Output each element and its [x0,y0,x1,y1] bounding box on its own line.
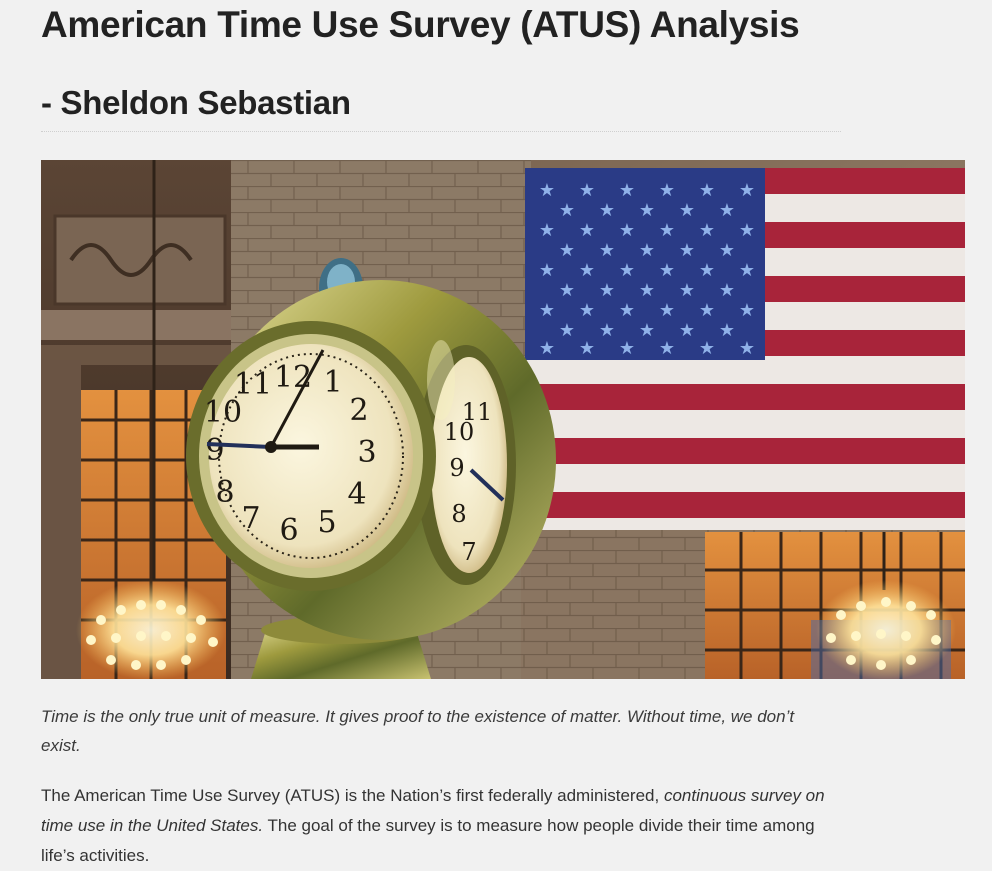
svg-text:★: ★ [539,180,555,201]
svg-text:★: ★ [739,260,755,281]
svg-text:6: 6 [279,513,298,548]
svg-text:★: ★ [719,320,735,341]
svg-text:★: ★ [699,180,715,201]
page-subtitle: - Sheldon Sebastian [41,84,351,121]
svg-text:★: ★ [559,280,575,301]
chandelier-icon [76,160,956,679]
svg-text:8: 8 [215,475,234,510]
svg-text:★: ★ [659,180,675,201]
svg-text:★: ★ [719,200,735,221]
svg-text:★: ★ [559,320,575,341]
svg-text:4: 4 [347,477,366,512]
svg-text:10: 10 [204,395,242,430]
svg-text:★: ★ [679,200,695,221]
svg-text:★: ★ [659,260,675,281]
svg-text:★: ★ [699,338,715,359]
svg-text:★: ★ [739,300,755,321]
svg-text:★: ★ [579,338,595,359]
svg-text:★: ★ [719,240,735,261]
intro-quote: Time is the only true unit of measure. I… [41,707,795,755]
hero-image: ★ ★ ★ ★ ★ ★ ★ ★ ★ ★ ★ ★ ★ ★ ★ ★ ★ ★ ★ ★ ★ ★ ★ ★ ★ ★ ★ ★ ★ ★ ★ ★ ★ ★… [41,160,965,679]
svg-text:★: ★ [619,338,635,359]
svg-text:★: ★ [539,220,555,241]
svg-text:★: ★ [539,300,555,321]
svg-text:1: 1 [323,365,342,400]
svg-text:12: 12 [274,360,312,395]
svg-text:★: ★ [599,320,615,341]
svg-text:★: ★ [639,280,655,301]
svg-text:★: ★ [579,220,595,241]
intro-text-emphasis: continuous survey on time use in the Uni… [41,786,825,835]
svg-text:★: ★ [679,320,695,341]
svg-text:5: 5 [317,505,336,540]
svg-text:★: ★ [739,180,755,201]
svg-text:★: ★ [679,240,695,261]
svg-text:★: ★ [619,300,635,321]
svg-text:10: 10 [444,418,475,446]
svg-text:★: ★ [659,300,675,321]
svg-text:★: ★ [539,338,555,359]
svg-text:★: ★ [739,338,755,359]
clock-icon: 10 9 8 7 11 12 1 2 3 4 5 [186,258,556,679]
intro-text-part2: The goal of the survey is to measure how… [41,816,815,865]
intro-text-part1: The American Time Use Survey (ATUS) is t… [41,786,664,805]
svg-text:★: ★ [699,260,715,281]
svg-text:3: 3 [357,435,376,470]
american-flag-icon: ★ ★ ★ ★ ★ ★ ★ ★ ★ ★ ★ ★ ★ ★ ★ ★ ★ ★ ★ ★ ★ ★ ★ ★ ★ ★ ★ ★ ★ ★ ★ ★ ★ ★… [525,168,965,530]
svg-text:★: ★ [559,200,575,221]
svg-text:★: ★ [619,180,635,201]
svg-text:2: 2 [349,393,368,428]
svg-text:11: 11 [462,398,493,426]
svg-text:★: ★ [579,180,595,201]
svg-text:★: ★ [579,260,595,281]
svg-text:★: ★ [599,240,615,261]
svg-text:★: ★ [619,220,635,241]
svg-text:★: ★ [599,200,615,221]
intro-paragraph: The American Time Use Survey (ATUS) is t… [41,781,831,871]
svg-text:★: ★ [599,280,615,301]
svg-text:★: ★ [639,320,655,341]
svg-text:7: 7 [461,538,476,566]
hero-illustration: ★ ★ ★ ★ ★ ★ ★ ★ ★ ★ ★ ★ ★ ★ ★ ★ ★ ★ ★ ★ ★ ★ ★ ★ ★ ★ ★ ★ ★ ★ ★ ★ ★ ★… [41,160,965,679]
title-divider [41,131,841,132]
svg-text:★: ★ [679,280,695,301]
svg-text:★: ★ [659,338,675,359]
svg-text:★: ★ [579,300,595,321]
svg-text:11: 11 [234,367,272,402]
svg-text:9: 9 [205,433,224,468]
svg-text:★: ★ [639,240,655,261]
svg-text:★: ★ [639,200,655,221]
svg-text:★: ★ [559,240,575,261]
svg-text:★: ★ [699,220,715,241]
svg-text:★: ★ [739,220,755,241]
svg-text:★: ★ [699,300,715,321]
svg-text:★: ★ [719,280,735,301]
svg-text:8: 8 [451,500,466,528]
svg-text:7: 7 [241,501,260,536]
svg-text:★: ★ [619,260,635,281]
svg-text:★: ★ [659,220,675,241]
svg-text:★: ★ [539,260,555,281]
page-title: American Time Use Survey (ATUS) Analysis [41,4,800,45]
svg-text:9: 9 [449,454,464,482]
